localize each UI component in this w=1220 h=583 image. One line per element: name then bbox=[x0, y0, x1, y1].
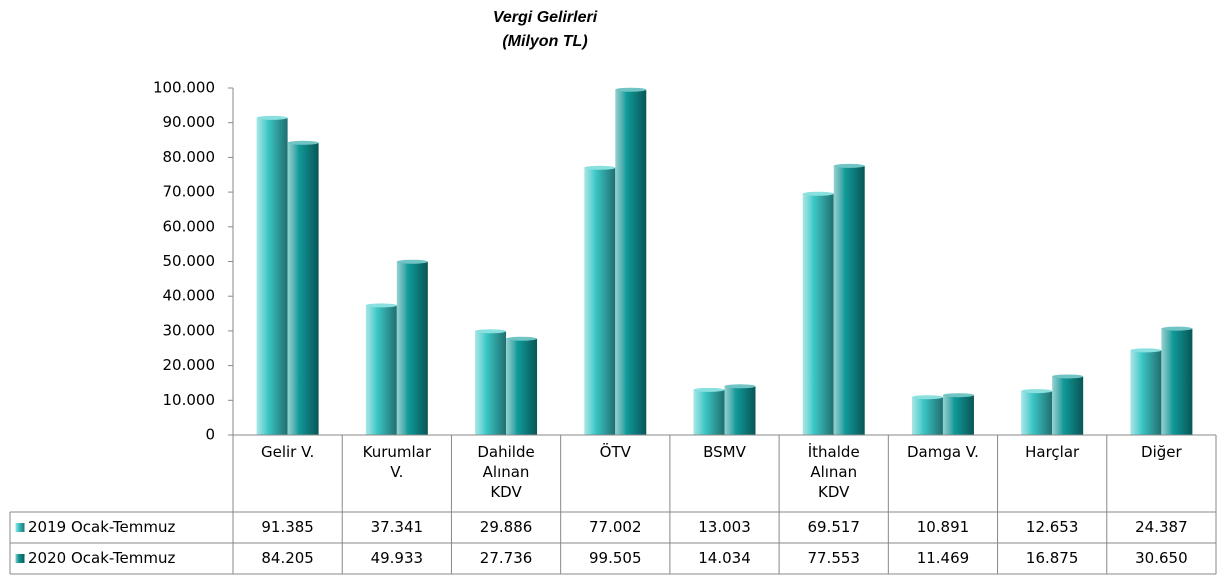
table-value: 37.341 bbox=[371, 518, 424, 536]
bar bbox=[584, 167, 616, 436]
bar-top bbox=[1161, 326, 1193, 331]
bar-top bbox=[724, 384, 756, 389]
bar-top bbox=[802, 191, 834, 196]
bar bbox=[693, 389, 725, 435]
table-value: 27.736 bbox=[480, 549, 533, 567]
bar-top bbox=[911, 395, 943, 400]
x-tick-label: Diğer bbox=[1141, 443, 1182, 461]
bar-top bbox=[584, 165, 616, 170]
bar bbox=[833, 165, 865, 435]
table-value: 69.517 bbox=[807, 518, 860, 536]
x-tick-label: Damga V. bbox=[906, 443, 979, 461]
bar bbox=[1130, 350, 1162, 435]
bar bbox=[724, 386, 756, 435]
bar-top bbox=[1052, 374, 1084, 379]
bar-top bbox=[256, 115, 288, 120]
bar-top bbox=[833, 163, 865, 168]
bar bbox=[942, 395, 974, 435]
table-value: 11.469 bbox=[917, 549, 970, 567]
table-value: 77.553 bbox=[807, 549, 860, 567]
x-tick-label: Kurumlar V. bbox=[362, 443, 432, 481]
y-tick-label: 40.000 bbox=[163, 287, 216, 305]
bar-top bbox=[942, 393, 974, 398]
bar bbox=[911, 397, 943, 435]
bar-top bbox=[396, 259, 428, 264]
bar bbox=[287, 142, 319, 435]
bar bbox=[802, 193, 834, 435]
y-tick-label: 30.000 bbox=[163, 321, 216, 339]
table-value: 91.385 bbox=[261, 518, 314, 536]
x-tick-label: BSMV bbox=[703, 443, 746, 461]
table-value: 99.505 bbox=[589, 549, 642, 567]
y-tick-label: 100.000 bbox=[153, 79, 215, 97]
x-tick-label: ÖTV bbox=[599, 443, 631, 461]
bar bbox=[396, 261, 428, 435]
table-value: 29.886 bbox=[480, 518, 533, 536]
table-value: 24.387 bbox=[1135, 518, 1188, 536]
bar bbox=[1021, 391, 1053, 435]
legend-label: 2020 Ocak-Temmuz bbox=[28, 549, 175, 567]
table-value: 49.933 bbox=[371, 549, 424, 567]
bar bbox=[256, 117, 288, 436]
bar bbox=[365, 305, 397, 435]
legend-label: 2019 Ocak-Temmuz bbox=[28, 518, 175, 536]
bar-top bbox=[506, 336, 538, 341]
bar-top bbox=[1021, 389, 1053, 394]
bar-top bbox=[615, 87, 647, 92]
table-value: 14.034 bbox=[698, 549, 751, 567]
table-value: 16.875 bbox=[1026, 549, 1079, 567]
x-tick-label: Gelir V. bbox=[261, 443, 315, 461]
chart-subtitle: (Milyon TL) bbox=[502, 33, 587, 50]
table-value: 10.891 bbox=[917, 518, 970, 536]
bar bbox=[475, 331, 507, 435]
legend-swatch bbox=[14, 553, 26, 564]
x-tick-label: İthalde Alınan KDV bbox=[807, 443, 860, 501]
table-value: 77.002 bbox=[589, 518, 642, 536]
legend-swatch bbox=[14, 522, 26, 533]
chart-title: Vergi Gelirleri bbox=[493, 9, 598, 26]
y-tick-label: 50.000 bbox=[163, 252, 216, 270]
y-tick-label: 90.000 bbox=[163, 113, 216, 131]
y-tick-label: 10.000 bbox=[163, 391, 216, 409]
bar bbox=[1161, 328, 1193, 435]
bar-top bbox=[693, 387, 725, 392]
bar bbox=[615, 89, 647, 435]
table-value: 30.650 bbox=[1135, 549, 1188, 567]
bar-top bbox=[475, 329, 507, 334]
bar bbox=[1052, 376, 1084, 435]
y-tick-label: 70.000 bbox=[163, 183, 216, 201]
x-tick-label: Harçlar bbox=[1025, 443, 1080, 461]
bar-top bbox=[287, 140, 319, 145]
y-tick-label: 20.000 bbox=[163, 356, 216, 374]
table-value: 84.205 bbox=[261, 549, 314, 567]
table-value: 13.003 bbox=[698, 518, 751, 536]
bar-top bbox=[365, 303, 397, 308]
bar-top bbox=[1130, 348, 1162, 353]
x-tick-label: Dahilde Alınan KDV bbox=[477, 443, 535, 501]
y-tick-label: 0 bbox=[205, 426, 215, 444]
table-value: 12.653 bbox=[1026, 518, 1079, 536]
y-tick-label: 80.000 bbox=[163, 148, 216, 166]
bar bbox=[506, 338, 538, 435]
y-tick-label: 60.000 bbox=[163, 217, 216, 235]
